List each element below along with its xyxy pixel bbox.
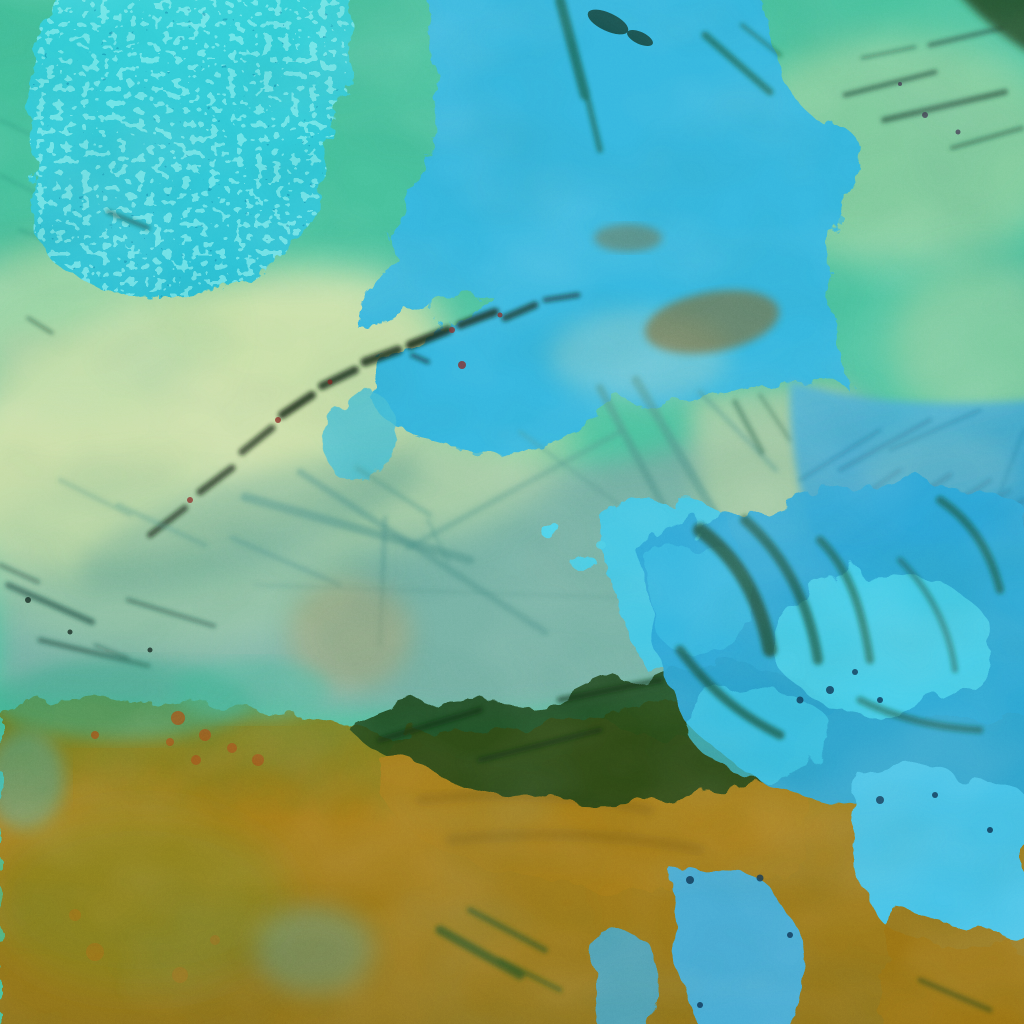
- satellite-scene-svg: [0, 0, 1024, 1024]
- satellite-image: False-color satellite image of the Briti…: [0, 0, 1024, 1024]
- film-grain-overlay: [0, 0, 1024, 1024]
- texture-overlays: [0, 0, 1024, 1024]
